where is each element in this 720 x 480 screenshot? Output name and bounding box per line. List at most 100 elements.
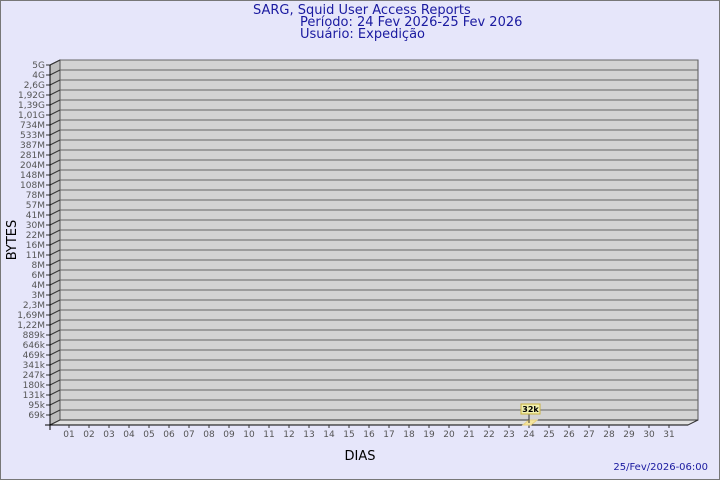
gridline-slant xyxy=(49,339,61,346)
y-tick-label: 4M xyxy=(32,281,46,291)
gridline-slant xyxy=(49,199,61,206)
gridline-slant xyxy=(49,169,61,176)
gridline-slant xyxy=(49,189,61,196)
gridline-slant xyxy=(49,319,61,326)
y-tick-label: 148M xyxy=(20,171,45,181)
bar-value-label: 32k xyxy=(522,405,539,414)
y-tick-label: 131k xyxy=(23,391,46,401)
x-tick-label: 12 xyxy=(283,430,294,440)
x-tick-label: 08 xyxy=(203,430,215,440)
gridline-slant xyxy=(49,399,61,406)
x-tick-label: 26 xyxy=(563,430,575,440)
gridline-slant xyxy=(49,149,61,156)
gridline-slant xyxy=(49,289,61,296)
y-tick-label: 22M xyxy=(26,231,45,241)
x-tick-label: 25 xyxy=(543,430,554,440)
gridline-slant xyxy=(49,209,61,216)
y-tick-label: 1,22M xyxy=(17,321,45,331)
x-tick-label: 18 xyxy=(403,430,415,440)
x-tick-label: 28 xyxy=(603,430,615,440)
y-tick-label: 1,01G xyxy=(18,111,45,121)
y-tick-label: 11M xyxy=(26,251,45,261)
gridline-slant xyxy=(49,219,61,226)
gridline-slant xyxy=(49,249,61,256)
chart-title: SARG, Squid User Access Reports xyxy=(253,3,471,18)
gridline-slant xyxy=(49,59,61,66)
gridline-slant xyxy=(49,89,61,96)
x-tick-label: 02 xyxy=(83,430,94,440)
gridline-slant xyxy=(49,79,61,86)
x-tick-label: 16 xyxy=(363,430,375,440)
x-tick-label: 21 xyxy=(463,430,474,440)
gridline-slant xyxy=(49,329,61,336)
gridline-slant xyxy=(49,259,61,266)
x-tick-label: 27 xyxy=(583,430,594,440)
y-tick-label: 1,92G xyxy=(18,91,45,101)
x-tick-label: 29 xyxy=(623,430,635,440)
x-tick-label: 09 xyxy=(223,430,235,440)
gridline-slant xyxy=(49,409,61,416)
gridline-slant xyxy=(49,379,61,386)
y-tick-label: 3M xyxy=(32,291,46,301)
y-tick-label: 1,39G xyxy=(18,101,45,111)
x-tick-label: 06 xyxy=(163,430,175,440)
gridline-slant xyxy=(49,99,61,106)
x-tick-label: 30 xyxy=(643,430,655,440)
x-axis-label: DIAS xyxy=(345,449,376,464)
x-tick-label: 17 xyxy=(383,430,394,440)
y-tick-label: 469k xyxy=(23,351,46,361)
gridline-slant xyxy=(49,349,61,356)
x-tick-label: 07 xyxy=(183,430,194,440)
x-tick-label: 23 xyxy=(503,430,514,440)
gridline-slant xyxy=(49,359,61,366)
gridline-slant xyxy=(49,309,61,316)
y-tick-label: 2,6G xyxy=(24,81,45,91)
x-tick-label: 11 xyxy=(263,430,274,440)
x-tick-label: 04 xyxy=(123,430,135,440)
x-tick-label: 15 xyxy=(343,430,354,440)
y-tick-label: 1,69M xyxy=(17,311,45,321)
x-tick-label: 10 xyxy=(243,430,255,440)
plot-floor xyxy=(49,419,699,426)
gridline-slant xyxy=(49,139,61,146)
x-tick-label: 03 xyxy=(103,430,114,440)
gridline-slant xyxy=(49,109,61,116)
gridline-slant xyxy=(49,179,61,186)
x-tick-label: 22 xyxy=(483,430,494,440)
y-tick-label: 2,3M xyxy=(23,301,45,311)
y-tick-label: 69k xyxy=(28,411,45,421)
y-tick-label: 6M xyxy=(32,271,46,281)
x-tick-label: 24 xyxy=(523,430,535,440)
gridline-slant xyxy=(49,229,61,236)
footer-timestamp: 25/Fev/2026-06:00 xyxy=(613,462,708,473)
chart-period: Período: 24 Fev 2026-25 Fev 2026 xyxy=(300,15,523,30)
gridline-slant xyxy=(49,389,61,396)
y-tick-label: 533M xyxy=(20,131,45,141)
y-tick-label: 180k xyxy=(23,381,46,391)
gridline-slant xyxy=(49,119,61,126)
y-tick-label: 281M xyxy=(20,151,45,161)
y-tick-label: 734M xyxy=(20,121,45,131)
y-tick-label: 889k xyxy=(23,331,46,341)
gridline-slant xyxy=(49,159,61,166)
y-tick-label: 387M xyxy=(20,141,45,151)
x-tick-label: 19 xyxy=(423,430,435,440)
gridline-slant xyxy=(49,299,61,306)
x-tick-label: 20 xyxy=(443,430,455,440)
gridline-slant xyxy=(49,239,61,246)
chart-user: Usuário: Expedição xyxy=(300,27,426,42)
y-tick-label: 95k xyxy=(28,401,45,411)
x-tick-label: 31 xyxy=(663,430,674,440)
gridline-slant xyxy=(49,69,61,76)
x-tick-label: 01 xyxy=(63,430,74,440)
y-tick-label: 78M xyxy=(26,191,45,201)
y-tick-label: 247k xyxy=(23,371,46,381)
x-tick-label: 14 xyxy=(323,430,335,440)
y-tick-label: 204M xyxy=(20,161,45,171)
y-tick-label: 8M xyxy=(32,261,46,271)
y-tick-label: 5G xyxy=(32,61,45,71)
x-tick-label: 13 xyxy=(303,430,314,440)
gridline-slant xyxy=(49,269,61,276)
y-axis-label: BYTES xyxy=(5,220,20,261)
